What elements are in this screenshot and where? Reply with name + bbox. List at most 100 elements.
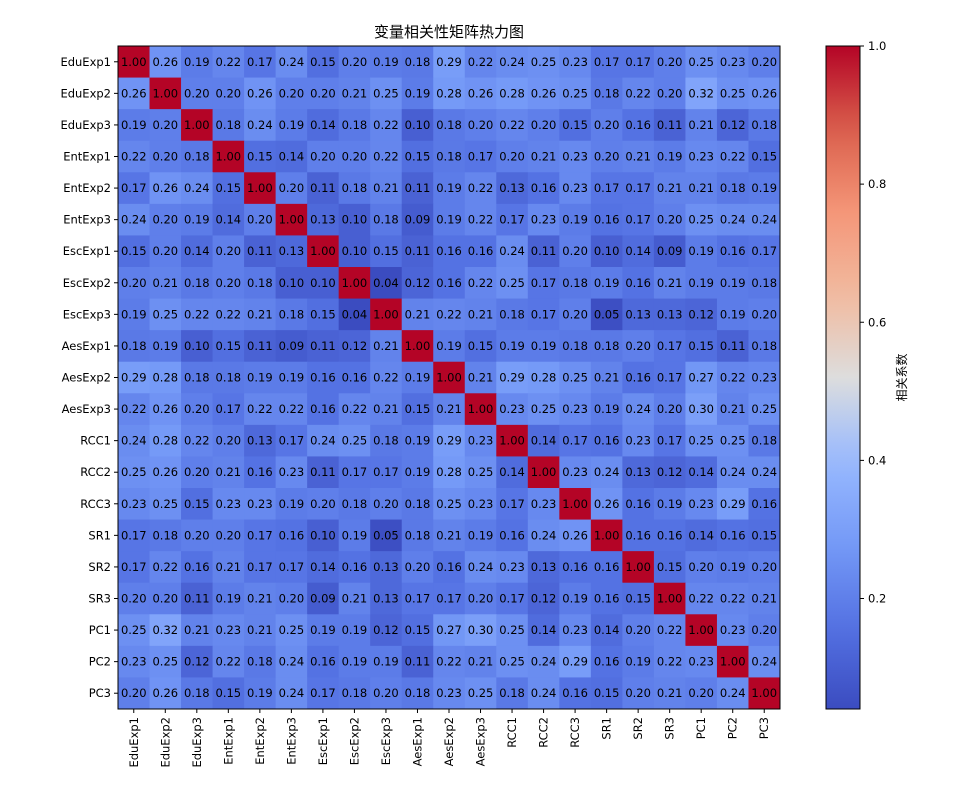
heatmap-cell xyxy=(401,488,434,521)
heatmap-cell xyxy=(464,298,497,331)
x-tick-label: RCC3 xyxy=(568,717,582,748)
cell-value-label: 0.20 xyxy=(342,55,368,69)
heatmap-cell xyxy=(307,677,340,710)
heatmap-cell xyxy=(307,519,340,552)
cell-value-label: 0.17 xyxy=(499,213,525,227)
heatmap-cell xyxy=(212,235,245,268)
cell-value-label: 0.20 xyxy=(184,86,210,100)
cell-value-label: 0.19 xyxy=(594,276,620,290)
cell-value-label: 0.18 xyxy=(562,276,588,290)
heatmap-cell xyxy=(464,235,497,268)
cell-value-label: 0.23 xyxy=(688,655,714,669)
colorbar-label: 相关系数 xyxy=(894,353,909,401)
cell-value-label: 0.16 xyxy=(310,371,336,385)
heatmap-cell xyxy=(653,140,686,173)
cell-value-label: 0.20 xyxy=(184,528,210,542)
heatmap-cell xyxy=(559,330,592,363)
cell-value-label: 0.19 xyxy=(720,560,746,574)
heatmap-cell xyxy=(653,330,686,363)
heatmap-cell xyxy=(275,77,308,110)
heatmap-cell xyxy=(559,645,592,678)
cell-value-label: 0.20 xyxy=(373,497,399,511)
heatmap-cell xyxy=(212,582,245,615)
cell-value-label: 0.23 xyxy=(688,497,714,511)
cell-value-label: 0.18 xyxy=(751,339,777,353)
cell-value-label: 0.17 xyxy=(499,497,525,511)
cell-value-label: 0.21 xyxy=(247,307,273,321)
heatmap-cell xyxy=(527,614,560,647)
cell-value-label: 0.25 xyxy=(531,55,557,69)
cell-value-label: 0.24 xyxy=(184,181,210,195)
cell-value-label: 0.20 xyxy=(657,55,683,69)
heatmap-cell xyxy=(527,393,560,426)
heatmap-cell xyxy=(433,172,466,205)
heatmap-cell xyxy=(149,424,182,457)
heatmap-cell xyxy=(559,677,592,710)
heatmap-cell xyxy=(244,393,277,426)
heatmap-cell xyxy=(622,77,655,110)
heatmap-cell xyxy=(275,488,308,521)
y-tick-label: PC3 xyxy=(89,686,111,700)
heatmap-cell xyxy=(496,267,529,300)
heatmap-cell xyxy=(590,614,623,647)
cell-value-label: 0.23 xyxy=(531,497,557,511)
cell-value-label: 0.18 xyxy=(405,497,431,511)
heatmap-cell xyxy=(496,77,529,110)
cell-value-label: 0.21 xyxy=(216,465,242,479)
cell-value-label: 0.11 xyxy=(405,244,431,258)
heatmap-cell xyxy=(118,424,151,457)
heatmap-cell xyxy=(685,109,718,142)
heatmap-cell xyxy=(433,46,466,79)
heatmap-cell xyxy=(181,677,214,710)
heatmap-cell xyxy=(716,677,749,710)
cell-value-label: 1.00 xyxy=(751,686,777,700)
cell-value-label: 0.16 xyxy=(625,371,651,385)
heatmap-cell xyxy=(590,298,623,331)
heatmap-cell xyxy=(275,424,308,457)
cell-value-label: 0.18 xyxy=(405,55,431,69)
cell-value-label: 0.21 xyxy=(468,371,494,385)
heatmap-cell xyxy=(307,361,340,394)
cell-value-label: 0.20 xyxy=(342,150,368,164)
heatmap-cell xyxy=(244,109,277,142)
cell-value-label: 0.21 xyxy=(216,560,242,574)
heatmap-cell xyxy=(527,267,560,300)
heatmap-cell xyxy=(118,361,151,394)
heatmap-cell xyxy=(401,298,434,331)
heatmap-cell xyxy=(275,172,308,205)
heatmap-cell xyxy=(401,330,434,363)
cell-value-label: 0.20 xyxy=(562,244,588,258)
heatmap-cell xyxy=(370,77,403,110)
cell-value-label: 0.22 xyxy=(468,181,494,195)
cell-value-label: 0.26 xyxy=(152,686,178,700)
heatmap-cell xyxy=(496,203,529,236)
heatmap-cell xyxy=(464,172,497,205)
cell-value-label: 0.21 xyxy=(688,118,714,132)
heatmap-cell xyxy=(149,109,182,142)
y-tick-label: SR2 xyxy=(88,560,111,574)
heatmap-cell xyxy=(370,456,403,489)
heatmap-cell xyxy=(370,582,403,615)
cell-value-label: 0.17 xyxy=(562,434,588,448)
heatmap-cell xyxy=(401,140,434,173)
x-tick-label: PC3 xyxy=(757,717,771,739)
heatmap-cell xyxy=(622,267,655,300)
heatmap-cell xyxy=(464,330,497,363)
heatmap-cell xyxy=(181,424,214,457)
cell-value-label: 0.22 xyxy=(152,560,178,574)
heatmap-cell xyxy=(622,488,655,521)
heatmap-cell xyxy=(307,172,340,205)
heatmap-cell xyxy=(496,330,529,363)
heatmap-cell xyxy=(590,330,623,363)
heatmap-cell xyxy=(338,330,371,363)
cell-value-label: 0.19 xyxy=(720,276,746,290)
heatmap-cell xyxy=(653,203,686,236)
cell-value-label: 0.18 xyxy=(436,118,462,132)
cell-value-label: 0.23 xyxy=(562,402,588,416)
cell-value-label: 0.22 xyxy=(279,402,305,416)
heatmap-cell xyxy=(748,140,781,173)
heatmap-cell xyxy=(338,582,371,615)
cell-value-label: 0.16 xyxy=(625,276,651,290)
cell-value-label: 0.23 xyxy=(499,402,525,416)
cell-value-label: 0.24 xyxy=(279,55,305,69)
